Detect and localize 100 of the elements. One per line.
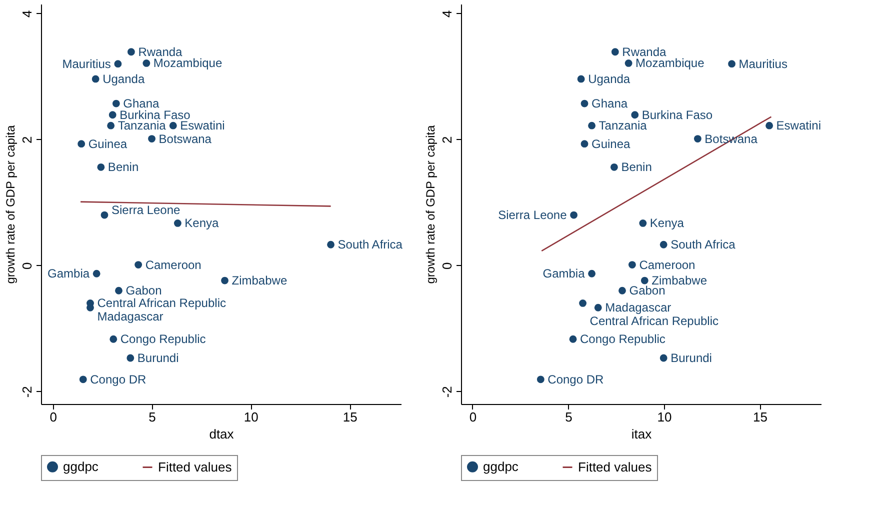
point — [134, 261, 142, 268]
x-tick-label: 15 — [342, 410, 358, 424]
annotation: Rwanda — [622, 44, 666, 59]
point — [766, 122, 774, 130]
point — [580, 140, 588, 148]
point — [114, 60, 122, 68]
point — [588, 122, 596, 130]
y-tick-label: -2 — [20, 386, 34, 398]
y-tick-label: 2 — [20, 136, 34, 144]
point — [115, 286, 122, 294]
point — [610, 163, 618, 171]
point — [148, 135, 156, 143]
point — [631, 111, 639, 119]
annotation: Madagascar — [97, 310, 164, 324]
y-tick-label: 0 — [20, 262, 34, 270]
x-axis-title: dtax — [209, 426, 234, 442]
point — [110, 335, 118, 343]
point — [97, 163, 105, 171]
point — [660, 240, 668, 248]
point — [107, 122, 115, 130]
annotation: Madagascar — [605, 300, 672, 315]
y-tick-label: 2 — [440, 136, 454, 144]
annotation: Botswana — [158, 132, 212, 146]
point — [142, 60, 150, 67]
annotation: Sierra Leone — [498, 208, 568, 222]
point — [570, 211, 578, 219]
annotation: South Africa — [670, 238, 736, 252]
x-tick-label: 10 — [657, 410, 672, 424]
annotation: Congo Republic — [580, 332, 666, 346]
annotation: Mauritius — [738, 56, 788, 71]
annotation: Uganda — [102, 72, 145, 86]
point — [660, 354, 668, 362]
point — [640, 276, 648, 284]
point — [78, 140, 86, 148]
point — [92, 270, 100, 278]
y-axis-title: growth rate of GDP per capita — [424, 124, 438, 284]
annotation: Benin — [621, 160, 652, 174]
point — [579, 300, 586, 307]
point — [327, 240, 334, 248]
point — [624, 60, 632, 67]
point — [127, 48, 135, 56]
point — [577, 75, 585, 83]
annotation: Eswatini — [776, 118, 821, 133]
legend-label: ggdpc — [483, 458, 519, 474]
annotation: Gambia — [48, 266, 90, 281]
annotation: Benin — [108, 160, 139, 174]
point — [628, 261, 636, 268]
point — [639, 220, 647, 227]
y-tick-label: 0 — [440, 262, 454, 270]
point — [594, 304, 602, 312]
point — [569, 335, 577, 343]
annotation: Mozambique — [153, 56, 222, 70]
point — [618, 286, 626, 294]
point — [588, 270, 596, 278]
annotation: Congo DR — [548, 372, 604, 386]
y-axis-title: growth rate of GDP per capita — [4, 124, 18, 284]
x-tick-label: 15 — [752, 410, 768, 424]
annotation: Sierra Leone — [111, 203, 181, 218]
annotation: Guinea — [88, 136, 128, 151]
legend-label: Fitted values — [578, 459, 652, 474]
annotation: Gambia — [542, 266, 586, 281]
point — [221, 276, 228, 284]
point — [100, 211, 108, 219]
legend-label: ggdpc — [63, 458, 99, 474]
x-tick-label: 0 — [469, 410, 477, 424]
annotation: Mozambique — [636, 56, 705, 70]
annotation: Ghana — [592, 96, 628, 111]
x-tick-label: 5 — [565, 410, 572, 424]
y-tick-label: 4 — [440, 10, 454, 18]
point — [126, 354, 134, 362]
point — [79, 376, 87, 384]
x-tick-label: 10 — [244, 410, 258, 424]
annotation: Kenya — [184, 216, 220, 230]
annotation: Burundi — [670, 351, 712, 366]
point — [174, 220, 182, 227]
y-tick-label: -2 — [440, 386, 454, 398]
point — [611, 48, 619, 56]
annotation: Mauritius — [62, 56, 111, 71]
annotation: Cameroon — [639, 258, 696, 272]
x-tick-label: 5 — [148, 410, 156, 424]
annotation: Cameroon — [145, 258, 202, 272]
x-axis-title: itax — [631, 426, 652, 442]
annotation: Zimbabwe — [232, 274, 288, 288]
annotation: Burundi — [137, 351, 179, 366]
point — [728, 60, 736, 68]
annotation: South Africa — [338, 238, 403, 252]
point — [169, 122, 177, 130]
legend-label: Fitted values — [158, 459, 232, 474]
point — [108, 111, 116, 119]
annotation: Gabon — [126, 284, 162, 298]
point — [92, 75, 100, 83]
point — [694, 135, 702, 143]
point — [536, 376, 544, 384]
point — [580, 100, 588, 108]
point — [112, 100, 120, 108]
x-tick-label: 0 — [50, 410, 57, 424]
annotation: Central African Republic — [97, 296, 226, 310]
annotation: Guinea — [592, 136, 631, 151]
y-tick-label: 4 — [20, 10, 34, 18]
annotation: Kenya — [650, 216, 684, 230]
